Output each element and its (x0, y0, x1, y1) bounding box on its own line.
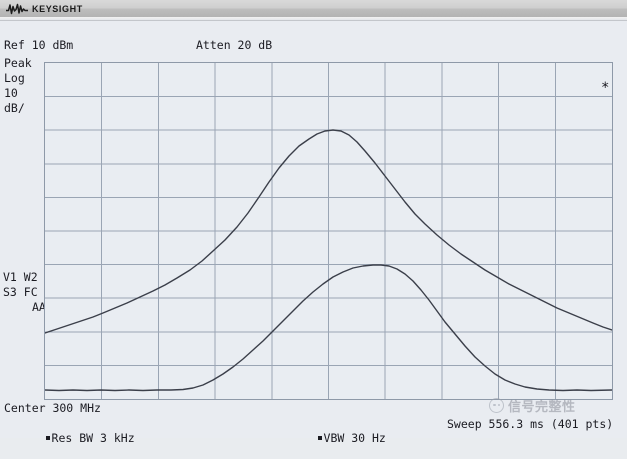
vbw-value: VBW 30 Hz (323, 431, 386, 445)
grid-lines (45, 63, 612, 399)
keysight-logo: KEYSIGHT (6, 3, 83, 15)
marker-star-icon: * (601, 80, 610, 96)
trace-1-wide (45, 129, 612, 334)
watermark-text: 信号完整性 (508, 400, 576, 415)
display-screen: Ref 10 dBm Atten 20 dB Peak Log 10 dB/ V… (0, 21, 627, 445)
scale-type-label: Log (4, 71, 25, 85)
sweep-label: Sweep 556.3 ms (401 pts) (447, 417, 614, 431)
res-bw-label: Res BW 3 kHz (4, 417, 135, 459)
center-frequency-label: Center 300 MHz (4, 401, 101, 415)
detector-label: Peak (4, 56, 32, 70)
vbw-label: VBW 30 Hz (276, 417, 386, 459)
attenuation-label: Atten 20 dB (196, 38, 273, 52)
trace-flags-line-1: V1 W2 (3, 270, 38, 284)
brand-label: KEYSIGHT (32, 3, 83, 14)
res-bw-value: Res BW 3 kHz (51, 431, 135, 445)
trace-2-narrow (45, 264, 612, 392)
waveform-logo-icon (6, 3, 28, 14)
scale-value-label: 10 (4, 86, 18, 100)
ref-level-label: Ref 10 dBm (4, 38, 74, 52)
window-titlebar: KEYSIGHT (0, 0, 627, 18)
spectrum-analyzer-screen: KEYSIGHT Ref 10 dBm Atten 20 dB Peak Log… (0, 0, 627, 445)
scale-unit-label: dB/ (4, 101, 25, 115)
graticule: * (44, 62, 613, 400)
watermark: 信号完整性 (489, 396, 576, 415)
titlebar-divider (0, 17, 627, 21)
trace-flags-line-2: S3 FC (3, 285, 38, 299)
wechat-circle-icon (489, 398, 504, 413)
trace-flags-line-3: AA (32, 300, 46, 314)
trace-plot (45, 63, 612, 399)
